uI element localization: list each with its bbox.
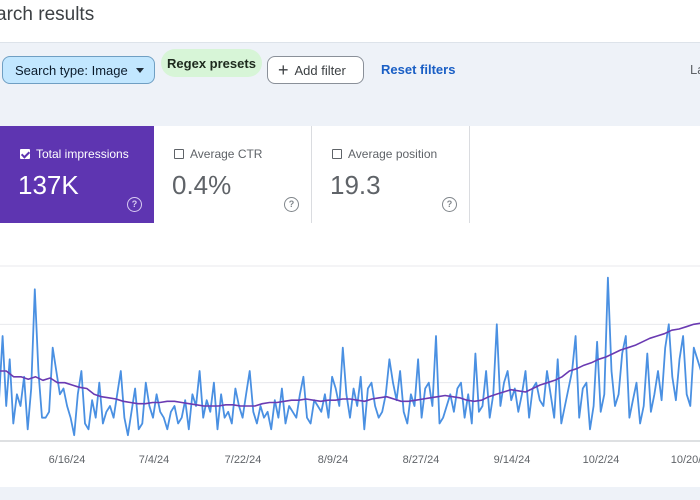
- x-tick-label: 8/27/24: [403, 454, 440, 466]
- performance-chart: 6/16/24 7/4/24 7/22/24 8/9/24 8/27/24 9/14/24…: [0, 223, 700, 487]
- x-tick-label: 7/4/24: [139, 454, 170, 466]
- x-tick-label: 7/22/24: [225, 454, 262, 466]
- add-filter-button[interactable]: + Add filter: [267, 56, 364, 84]
- last-updated-label: La: [690, 62, 700, 77]
- metric-label: Average CTR: [190, 147, 263, 161]
- search-type-dropdown[interactable]: Search type: Image: [2, 56, 155, 84]
- help-icon[interactable]: ?: [127, 197, 142, 212]
- chart-svg: 6/16/24 7/4/24 7/22/24 8/9/24 8/27/24 9/14/24…: [0, 265, 700, 466]
- metric-card-impressions[interactable]: Total impressions 137K ?: [0, 126, 154, 223]
- metric-value: 19.3: [330, 170, 381, 200]
- metric-cards: Total impressions 137K ? Average CTR 0.4…: [0, 126, 700, 223]
- help-icon[interactable]: ?: [442, 197, 457, 212]
- search-type-label: Search type: Image: [15, 62, 128, 78]
- metric-value: 0.4%: [172, 170, 232, 200]
- chevron-down-icon: [136, 68, 144, 73]
- add-filter-label: Add filter: [294, 62, 346, 78]
- metric-value: 137K: [18, 170, 79, 200]
- metric-card-ctr[interactable]: Average CTR 0.4% ?: [154, 126, 312, 223]
- x-tick-label: 10/2/24: [583, 454, 620, 466]
- checkbox-icon[interactable]: [174, 149, 184, 159]
- regex-presets-chip[interactable]: Regex presets: [161, 49, 262, 77]
- page-title: arch results: [0, 4, 95, 25]
- checkbox-checked-icon[interactable]: [20, 149, 30, 159]
- reset-filters-link[interactable]: Reset filters: [381, 62, 456, 77]
- checkbox-icon[interactable]: [332, 149, 342, 159]
- plus-icon: +: [278, 60, 289, 80]
- metric-card-position[interactable]: Average position 19.3 ?: [312, 126, 470, 223]
- x-tick-label: 8/9/24: [318, 454, 349, 466]
- regex-presets-label: Regex presets: [167, 55, 256, 71]
- impressions-series-line: [0, 276, 700, 437]
- metric-label: Total impressions: [36, 147, 129, 161]
- x-tick-label: 6/16/24: [49, 454, 86, 466]
- x-tick-label: 10/20/: [671, 454, 700, 466]
- trend-series-line: [0, 322, 700, 407]
- page-header: arch results: [0, 0, 700, 43]
- x-tick-label: 9/14/24: [494, 454, 531, 466]
- metric-label: Average position: [348, 147, 438, 161]
- help-icon[interactable]: ?: [284, 197, 299, 212]
